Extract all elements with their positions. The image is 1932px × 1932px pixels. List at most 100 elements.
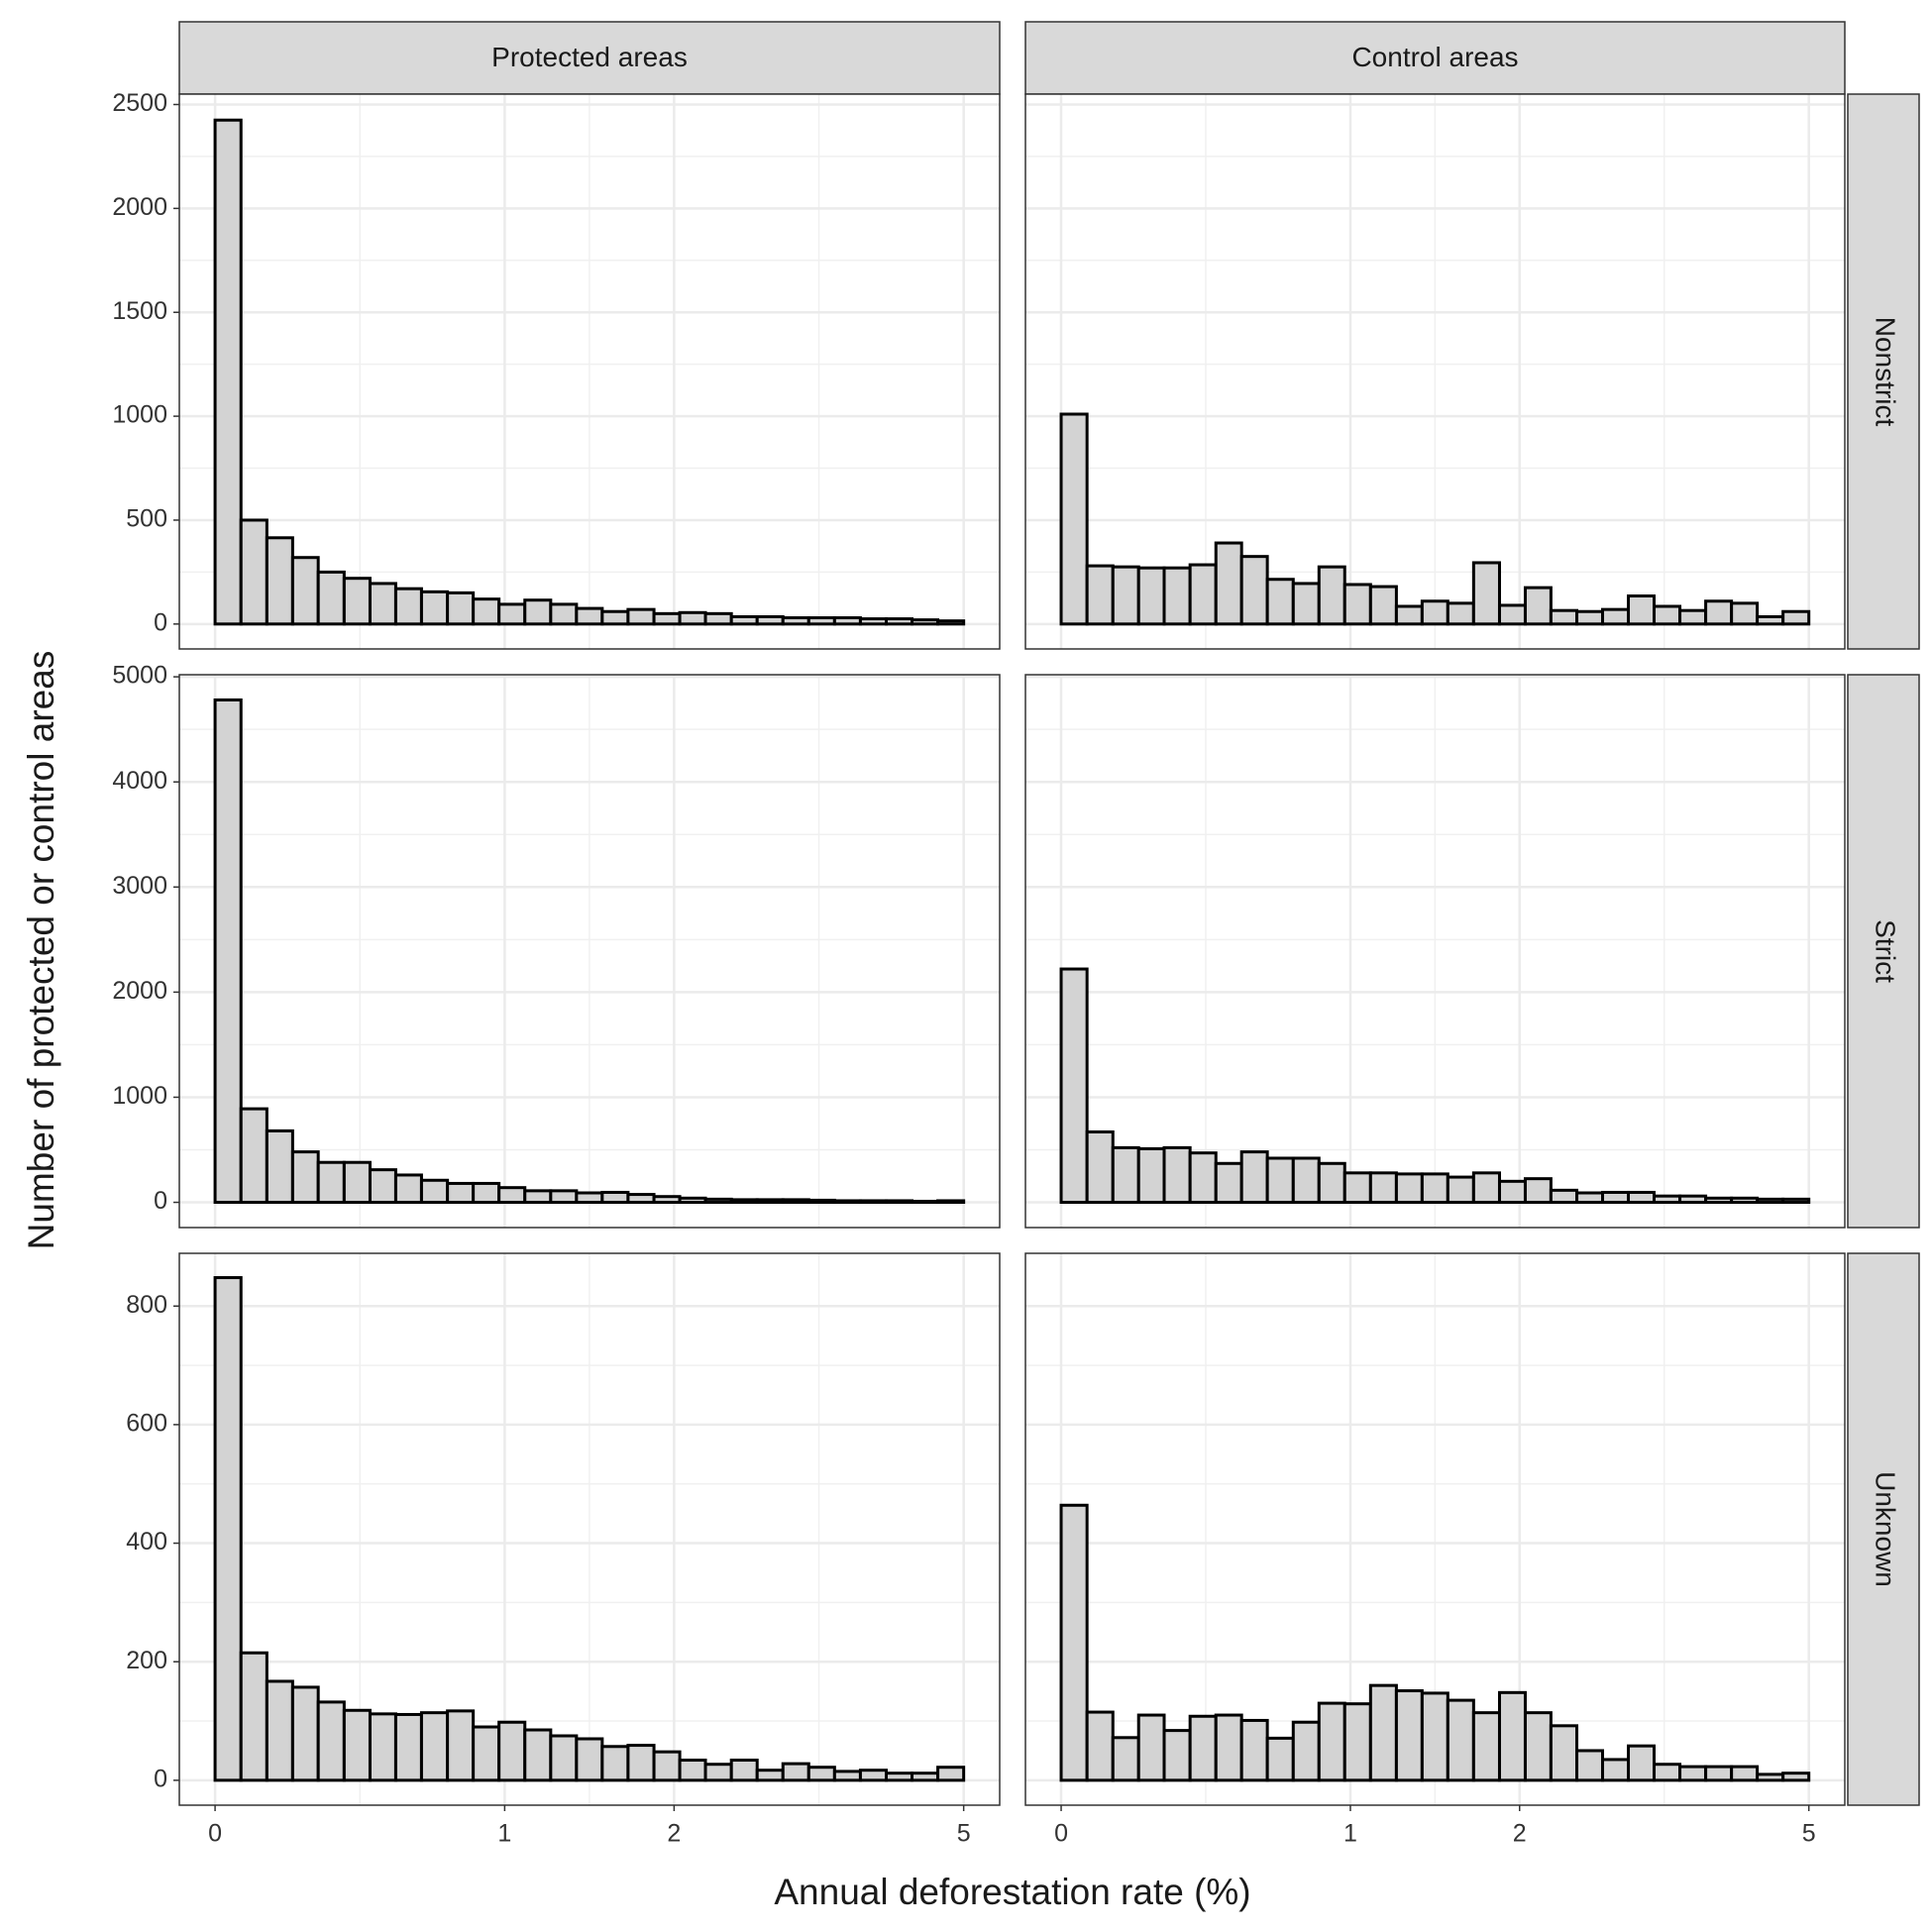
histogram-bar <box>1111 1145 1140 1205</box>
panel-border <box>178 93 1001 650</box>
histogram-bar <box>1059 967 1089 1205</box>
histogram-bar <box>755 1769 785 1782</box>
histogram-bar <box>1471 1711 1501 1782</box>
y-tick-label: 4000 <box>112 767 167 795</box>
histogram-bar <box>549 1734 579 1782</box>
histogram-bar <box>1342 583 1372 626</box>
histogram-bar <box>626 607 656 626</box>
histogram-bar <box>781 616 810 626</box>
strip-background <box>178 21 1001 95</box>
histogram-bar <box>239 1107 268 1205</box>
histogram-bar <box>703 1197 733 1205</box>
histogram-bar <box>1214 541 1243 626</box>
histogram-bar <box>1420 1691 1449 1782</box>
histogram-bar <box>806 1766 836 1782</box>
histogram-bar <box>1549 608 1579 626</box>
histogram-bar <box>1497 1179 1527 1205</box>
histogram-bar <box>213 118 243 626</box>
panel-border <box>1024 1252 1846 1806</box>
histogram-bar <box>1265 1736 1295 1782</box>
histogram-bar <box>885 1771 914 1782</box>
histogram-bar <box>393 1712 423 1782</box>
histogram-bar <box>1085 564 1115 626</box>
histogram-bar <box>600 1190 630 1205</box>
histogram-bar <box>1420 1172 1449 1205</box>
histogram-bar <box>472 1181 501 1205</box>
y-tick-label: 5000 <box>112 662 167 690</box>
histogram-bar <box>523 1189 553 1205</box>
histogram-bar <box>600 1745 630 1782</box>
histogram-bar <box>1239 1150 1269 1205</box>
histogram-bar <box>1265 578 1295 626</box>
histogram-bar <box>1575 609 1605 626</box>
histogram-bar <box>1188 1151 1218 1205</box>
histogram-bar <box>1342 1702 1372 1782</box>
histogram-bar <box>290 1685 320 1782</box>
histogram-bar <box>885 617 914 626</box>
histogram-bar <box>832 1199 862 1205</box>
histogram-bar <box>342 577 372 626</box>
histogram-bar <box>393 1173 423 1205</box>
histogram-bar <box>265 536 294 626</box>
row-strip-label: Strict <box>1871 919 1901 983</box>
x-tick-label: 5 <box>957 1820 971 1848</box>
histogram-bar <box>1781 1197 1811 1205</box>
histogram-bar <box>1678 608 1708 626</box>
histogram-bar <box>729 1759 759 1782</box>
histogram-bar <box>1523 586 1553 626</box>
histogram-bar <box>419 590 450 626</box>
histogram-bar <box>1239 1718 1269 1782</box>
histogram-bar <box>1730 1765 1760 1782</box>
x-tick-label: 0 <box>208 1820 222 1848</box>
histogram-bar <box>1368 1171 1398 1205</box>
histogram-bar <box>936 1199 966 1205</box>
histogram-bar <box>936 1766 966 1782</box>
row-strip-label: Unknown <box>1871 1471 1901 1587</box>
row-strip-label: Nonstrict <box>1871 317 1901 427</box>
histogram-bar <box>446 1709 476 1782</box>
histogram-bar <box>832 616 862 626</box>
histogram-bar <box>1162 566 1192 626</box>
y-tick-label: 0 <box>154 1765 167 1792</box>
histogram-bar <box>1653 1763 1682 1782</box>
histogram-bar <box>523 598 553 626</box>
column-strip-label: Protected areas <box>491 42 688 72</box>
column-strip-label: Control areas <box>1351 42 1518 72</box>
histogram-bar <box>1627 1744 1657 1782</box>
histogram-bar <box>472 1725 501 1782</box>
histogram-bar <box>806 616 836 626</box>
histogram-bar <box>265 1128 294 1205</box>
histogram-bar <box>806 1198 836 1205</box>
histogram-bar <box>1446 1175 1475 1205</box>
histogram-bar <box>1601 1758 1631 1782</box>
histogram-bar <box>1575 1749 1605 1782</box>
histogram-bar <box>1704 599 1734 626</box>
histogram-bar <box>1317 1701 1346 1782</box>
y-tick-label: 3000 <box>112 872 167 900</box>
histogram-bar <box>393 587 423 626</box>
histogram-bar <box>446 590 476 626</box>
histogram-bar <box>1601 1190 1631 1205</box>
histogram-bar <box>368 1168 397 1205</box>
histogram-bar <box>832 1770 862 1782</box>
histogram-bar <box>1368 1683 1398 1782</box>
panel-border <box>178 1252 1001 1806</box>
histogram-bar <box>1368 585 1398 626</box>
histogram-bar <box>1653 604 1682 626</box>
histogram-bar <box>1162 1145 1192 1205</box>
y-tick-label: 0 <box>154 1187 167 1215</box>
panel-border <box>178 674 1001 1229</box>
histogram-bar <box>1549 1724 1579 1782</box>
histogram-bar <box>1756 1197 1785 1205</box>
histogram-bar <box>1059 1503 1089 1782</box>
histogram-bar <box>1291 1156 1321 1205</box>
histogram-bar <box>1471 561 1501 626</box>
x-tick-label: 1 <box>497 1820 511 1848</box>
histogram-bar <box>1678 1765 1708 1782</box>
histogram-bar <box>1342 1171 1372 1205</box>
histogram-bar <box>575 606 604 626</box>
histogram-bar <box>678 610 707 626</box>
histogram-bar <box>1756 1772 1785 1782</box>
histogram-bar <box>1756 614 1785 626</box>
